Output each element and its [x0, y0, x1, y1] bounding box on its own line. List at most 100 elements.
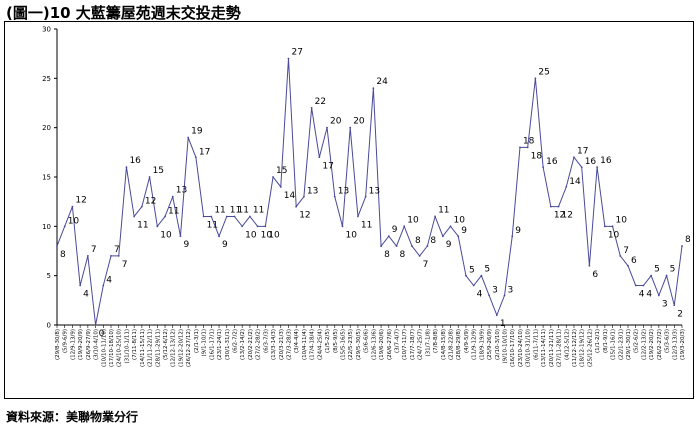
data-point [133, 215, 136, 218]
data-point [94, 324, 97, 326]
data-point [187, 136, 190, 139]
data-point [657, 294, 660, 297]
data-point [519, 146, 521, 149]
x-tick-label: (18/12-19/12) [580, 329, 586, 367]
data-label: 13 [307, 187, 318, 197]
data-label: 11 [438, 205, 449, 215]
x-tick-label: (15/5-16/5) [340, 329, 346, 360]
data-point [310, 107, 313, 109]
x-tick-label: (14/8-15/8) [441, 329, 447, 360]
x-tick-label: (8/1-9/1) [603, 329, 609, 353]
x-tick-label: (7/11-8/11) [132, 329, 138, 360]
data-label: 11 [361, 220, 372, 230]
data-point [580, 166, 583, 169]
data-point [125, 166, 128, 169]
x-tick-label: (6/2-7/2) [232, 329, 238, 353]
data-label: 15 [153, 166, 164, 176]
data-label: 3 [508, 285, 514, 295]
source-note: 資料來源：美聯物業分行 [6, 410, 139, 424]
x-tick-label: (21/11-22/11) [148, 329, 154, 367]
data-point [627, 264, 629, 267]
x-tick-label: (4/12-5/12) [564, 329, 570, 360]
chart-frame [4, 21, 694, 399]
data-point [557, 205, 560, 208]
x-tick-label: (10/4-11/4) [302, 329, 308, 360]
data-label: 8 [415, 236, 421, 246]
x-tick-label: (28/8-29/8) [456, 329, 462, 360]
data-point [472, 284, 475, 287]
x-tick-label: (3/10-4/10) [94, 329, 100, 360]
data-point [588, 264, 591, 267]
data-label: 5 [654, 265, 660, 275]
data-label: 14 [569, 177, 581, 187]
x-tick-label: (19/6-20/6) [379, 329, 385, 360]
data-point [303, 195, 305, 198]
x-tick-label: (20/11-21/11) [549, 329, 555, 367]
data-point [642, 284, 645, 287]
data-label: 17 [199, 147, 210, 157]
data-label: 9 [183, 240, 189, 250]
x-tick-label: (10/10-11/10) [101, 329, 107, 367]
x-tick-label: (24/10-25/10) [117, 329, 123, 367]
data-label: 10 [245, 230, 257, 240]
data-point [287, 57, 290, 60]
x-tick-label: (13/2-14/2) [240, 329, 246, 360]
y-tick-label: 30 [42, 26, 51, 34]
data-label: 4 [646, 290, 652, 300]
data-label: 16 [129, 156, 141, 166]
x-tick-label: (21/8-22/8) [449, 329, 455, 360]
x-tick-label: (13/11-14/11) [541, 329, 547, 367]
x-tick-label: (2/1-3/1) [194, 329, 200, 353]
data-label: 12 [145, 197, 156, 207]
x-tick-label: (29/8-30/8) [55, 329, 61, 360]
data-label: 0 [99, 329, 105, 339]
data-label: 2 [677, 309, 683, 319]
data-label: 9 [515, 226, 521, 236]
data-label: 20 [330, 117, 342, 127]
data-label: 1 [500, 319, 506, 329]
data-point [148, 176, 151, 178]
data-label: 9 [461, 226, 467, 236]
data-label: 9 [392, 225, 398, 235]
data-point [650, 274, 653, 277]
data-point [418, 255, 421, 257]
x-tick-label: (24/4-25/4) [317, 329, 323, 360]
data-label: 7 [623, 246, 629, 256]
x-tick-label: (2/10-3/10) [495, 329, 501, 360]
data-label: 10 [616, 215, 628, 225]
data-point [349, 126, 352, 129]
x-tick-label: (30/10-31/10) [526, 329, 532, 367]
x-tick-label: (25/9-26/9) [487, 329, 493, 360]
x-tick-label: (17/4-18/4) [310, 329, 316, 360]
data-label: 8 [685, 235, 691, 245]
data-point [411, 245, 413, 247]
data-label: 25 [538, 67, 549, 77]
x-tick-label: (10/7-11/7) [402, 329, 408, 360]
data-label: 6 [592, 270, 598, 280]
data-point [387, 235, 390, 238]
data-label: 11 [168, 206, 179, 216]
data-point [596, 166, 599, 169]
x-tick-label: (30/1-31/1) [225, 329, 231, 360]
data-label: 8 [430, 236, 436, 246]
x-tick-label: (11/9-12/9) [472, 329, 478, 360]
x-tick-label: (12/12-13/12) [171, 329, 177, 367]
data-point [194, 156, 197, 159]
data-label: 8 [400, 250, 406, 260]
chart-title: (圖一)10 大藍籌屋苑週末交投走勢 [6, 4, 241, 22]
x-tick-label: (12/9-13/9) [70, 329, 76, 360]
x-tick-label: (11/12-12/12) [572, 329, 578, 367]
data-point [503, 294, 506, 297]
data-point [441, 235, 444, 238]
x-tick-label: (3/4-4/4) [294, 329, 300, 353]
data-point [526, 146, 529, 149]
data-label: 4 [639, 290, 645, 300]
data-label: 10 [160, 230, 172, 240]
data-point [318, 156, 321, 159]
data-point [241, 225, 244, 228]
x-tick-label: (23/1-24/1) [217, 329, 223, 360]
x-tick-label: (29/1-30/1) [626, 329, 632, 360]
x-tick-label: (26/9-27/9) [86, 329, 92, 360]
x-tick-label: (5/3-6/3) [665, 329, 671, 353]
